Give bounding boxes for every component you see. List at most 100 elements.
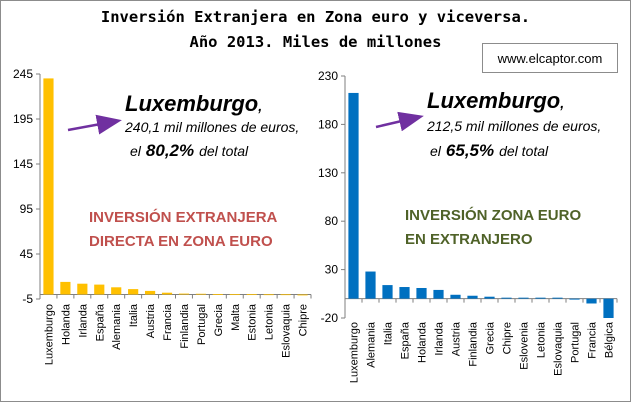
- right-category-label: Holanda: [417, 321, 429, 363]
- left-category-label: Malta: [230, 303, 242, 331]
- right-category-label: España: [400, 321, 412, 359]
- right-chart-label-line1: INVERSIÓN ZONA EURO: [405, 206, 581, 224]
- right-annotation-prefix: el: [430, 143, 442, 159]
- right-bar-francia: [586, 298, 597, 304]
- left-category-label: Luxemburgo: [43, 304, 55, 365]
- left-bar-luxemburgo: [43, 78, 54, 295]
- left-category-label: Letonia: [264, 303, 276, 340]
- right-category-label: Austria: [451, 321, 463, 356]
- right-bar-finlandia: [467, 295, 478, 299]
- right-category-label: Portugal: [570, 322, 582, 363]
- right-ytick-label: 30: [325, 263, 339, 277]
- right-bar-austria: [450, 294, 461, 299]
- right-bar-irlanda: [433, 289, 444, 299]
- left-annotation-prefix: el: [130, 143, 142, 159]
- right-bar-grecia: [484, 296, 495, 299]
- chart-title-line1: Inversión Extranjera en Zona euro y vice…: [100, 8, 531, 26]
- left-category-label: Austria: [145, 303, 157, 338]
- right-category-label: Eslovaquia: [553, 321, 565, 376]
- left-category-label: España: [94, 303, 106, 341]
- left-chart-label-line1: INVERSIÓN EXTRANJERA: [89, 208, 278, 226]
- right-category-label: Eslovenia: [519, 321, 531, 370]
- right-bar-portugal: [569, 298, 580, 300]
- right-bar-belgica: [603, 298, 614, 318]
- left-category-label: Finlandia: [179, 303, 191, 349]
- right-annotation-comma: ,: [559, 95, 564, 111]
- right-category-label: Francia: [587, 321, 599, 359]
- right-annotation-suffix: del total: [499, 143, 549, 159]
- left-bar-holanda: [60, 281, 71, 295]
- left-bar-espana: [94, 284, 105, 295]
- left-ytick-label: 145: [13, 157, 33, 171]
- left-category-label: Estonia: [247, 303, 259, 341]
- left-bar-grecia: [212, 294, 223, 295]
- left-bar-letonia: [263, 294, 274, 296]
- left-annotation-percent: 80,2%: [146, 141, 194, 160]
- right-annotation-line2: 212,5 mil millones de euros,: [426, 118, 601, 134]
- right-annotation-line3: el 65,5% del total: [430, 141, 549, 160]
- right-bar-holanda: [416, 287, 427, 299]
- left-chart-label-line2: DIRECTA EN ZONA EURO: [89, 233, 273, 250]
- right-annotation-country: Luxemburgo: [427, 88, 560, 113]
- left-ytick-label: 45: [20, 247, 34, 261]
- right-chart: -20 30 80 130 180 230 Luxemburgo Alemania Itali…: [318, 69, 618, 383]
- left-category-label: Irlanda: [77, 303, 89, 338]
- right-bar-luxemburgo: [348, 92, 359, 299]
- left-chart: -5 45 95 145 195 245 Luxemburgo Holanda Irlanda…: [13, 67, 312, 365]
- left-ytick-label: 245: [13, 67, 33, 81]
- left-category-label: Alemania: [111, 303, 123, 350]
- left-category-label: Grecia: [213, 303, 225, 336]
- right-category-label: Irlanda: [434, 321, 446, 356]
- right-bar-letonia: [535, 297, 546, 299]
- left-annotation-suffix: del total: [199, 143, 249, 159]
- right-bar-eslovaquia: [552, 297, 563, 299]
- right-bar-italia: [382, 285, 393, 299]
- right-ytick-label: 180: [318, 117, 338, 131]
- right-category-label: Grecia: [485, 321, 497, 354]
- left-category-label: Portugal: [196, 304, 208, 345]
- left-bar-eslovaquia: [280, 294, 291, 296]
- right-category-label: Luxemburgo: [349, 322, 361, 383]
- left-bar-malta: [229, 294, 240, 296]
- left-annotation-line3: el 80,2% del total: [130, 141, 249, 160]
- right-bar-alemania: [365, 271, 376, 299]
- left-bar-irlanda: [77, 283, 88, 295]
- right-category-label: Finlandia: [468, 321, 480, 367]
- left-bar-finlandia: [178, 293, 190, 295]
- left-category-label: Eslovaquia: [281, 303, 293, 358]
- left-ytick-label: 195: [13, 112, 33, 126]
- right-annotation-arrow: [375, 111, 424, 132]
- right-annotation-percent: 65,5%: [446, 141, 494, 160]
- right-bar-chipre: [501, 297, 512, 299]
- right-category-label: Chipre: [502, 322, 514, 354]
- left-category-label: Chipre: [298, 304, 310, 336]
- left-bar-portugal: [195, 293, 206, 295]
- left-bar-chipre: [297, 294, 308, 296]
- right-ytick-label: 130: [318, 166, 338, 180]
- right-bar-eslovenia: [518, 297, 529, 299]
- chart-title-line2: Año 2013. Miles de millones: [189, 33, 442, 51]
- right-annotation-country-text: Luxemburgo,: [427, 88, 564, 113]
- right-category-label: Alemania: [366, 321, 378, 368]
- left-bar-italia: [128, 289, 139, 295]
- right-category-label: Italia: [383, 321, 395, 345]
- left-category-label: Francia: [162, 303, 174, 341]
- right-chart-label-line2: EN EXTRANJERO: [405, 231, 533, 248]
- left-bar-austria: [145, 290, 156, 295]
- left-category-label: Holanda: [60, 303, 72, 345]
- left-annotation-country: Luxemburgo: [125, 91, 258, 116]
- right-ytick-label: 80: [325, 214, 339, 228]
- left-bar-estonia: [246, 294, 257, 296]
- left-ytick-label: 95: [20, 202, 34, 216]
- right-category-label: Letonia: [536, 321, 548, 358]
- right-category-label: Bélgica: [604, 321, 616, 358]
- left-ytick-label: -5: [22, 292, 33, 306]
- right-ytick-label: 230: [318, 69, 338, 83]
- left-annotation-arrow: [67, 114, 122, 135]
- left-annotation-comma: ,: [257, 98, 262, 114]
- left-annotation-line2: 240,1 mil millones de euros,: [124, 119, 299, 135]
- left-bar-alemania: [111, 287, 122, 295]
- left-category-label: Italia: [128, 303, 140, 327]
- left-annotation-country-text: Luxemburgo,: [125, 91, 262, 116]
